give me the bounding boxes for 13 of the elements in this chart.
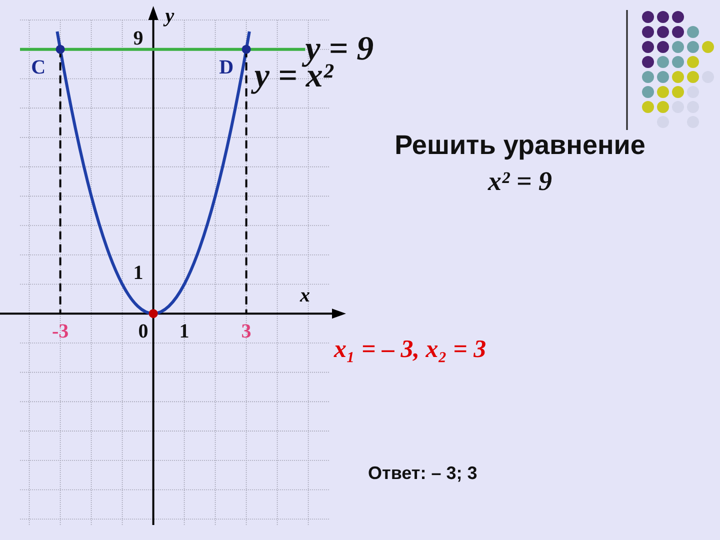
- x-tick-label: -3: [52, 320, 69, 343]
- x-axis-title: x: [299, 284, 310, 307]
- text: x² = 9: [487, 166, 552, 196]
- y-axis-title: y: [163, 5, 174, 27]
- x-tick-label: 1: [179, 320, 190, 343]
- annotation: C: [31, 56, 46, 78]
- y-tick-label: 9: [133, 27, 144, 50]
- text: x₁ = – 3, x₂ = 3: [333, 336, 486, 363]
- annotation: D: [219, 56, 234, 78]
- x-tick-label: 3: [241, 320, 252, 343]
- text: Решить уравнение: [394, 130, 646, 160]
- x-tick-label: 0: [138, 320, 148, 343]
- text: Ответ: – 3; 3: [368, 463, 478, 483]
